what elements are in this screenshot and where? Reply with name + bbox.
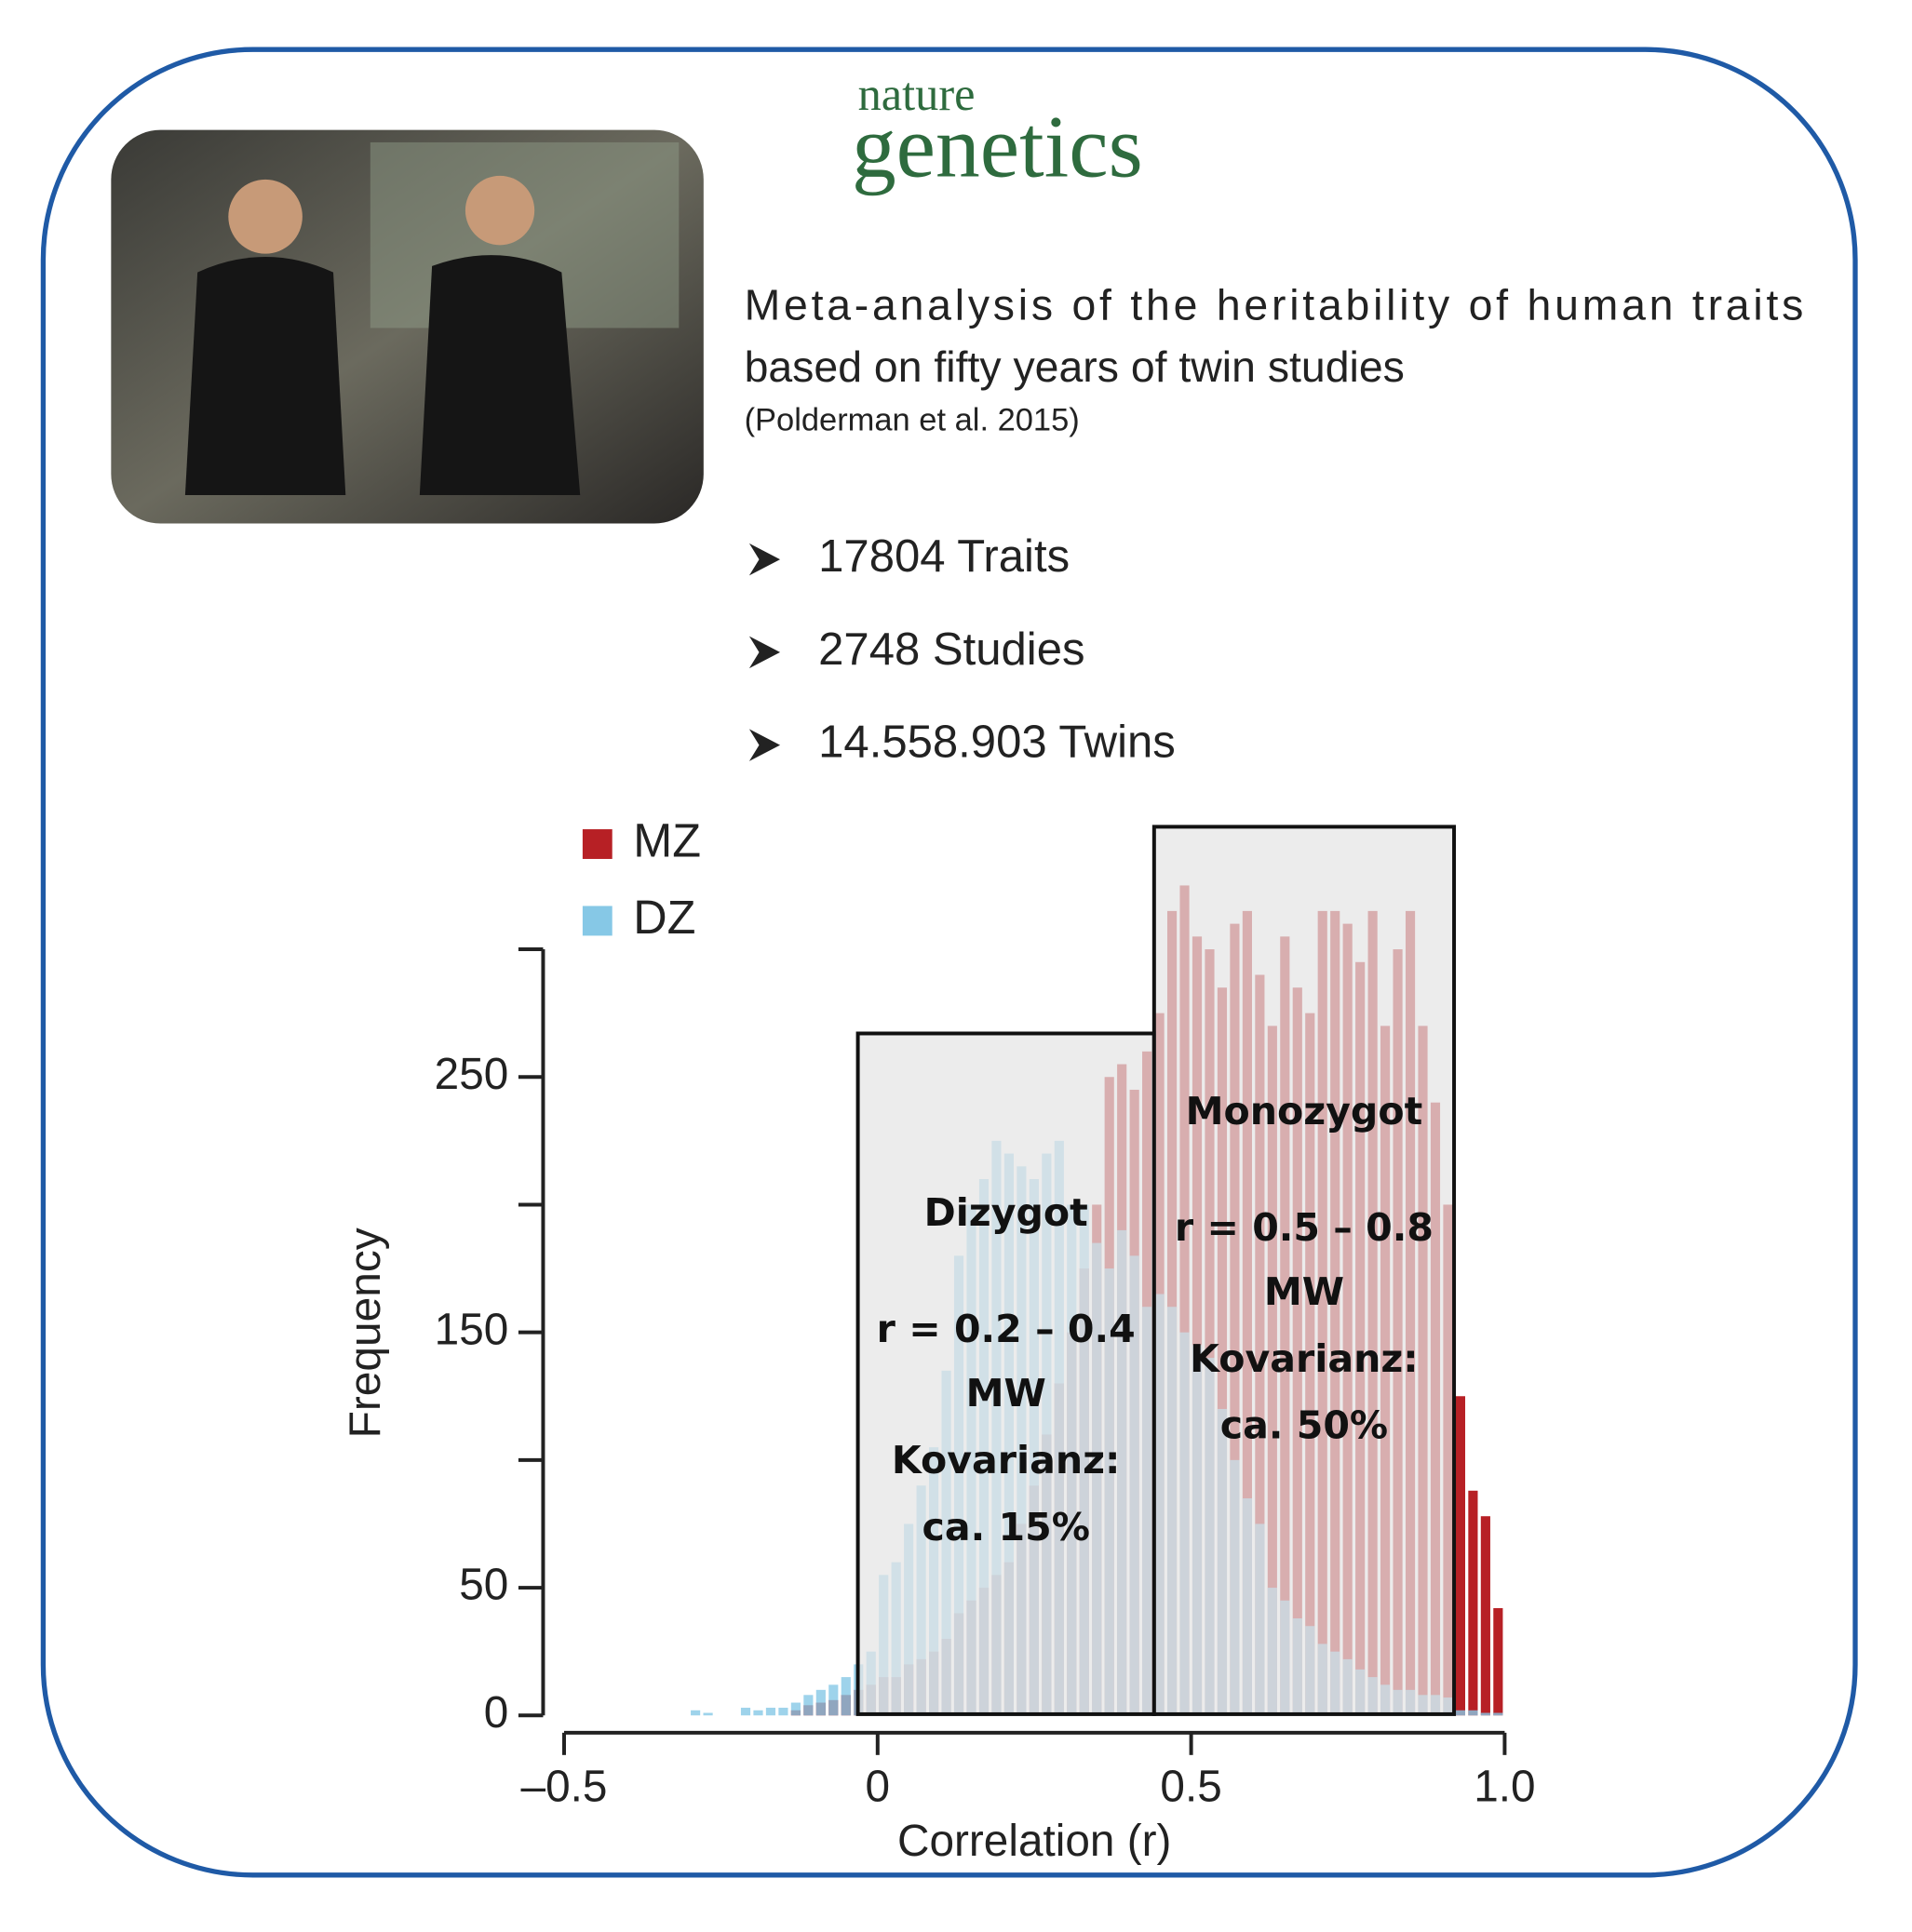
bar xyxy=(1455,1396,1466,1716)
bullet-arrow xyxy=(748,636,781,669)
annotation-text: ca. 50% xyxy=(1220,1403,1388,1448)
bar xyxy=(841,1677,851,1716)
photo xyxy=(111,129,704,524)
bar xyxy=(1493,1712,1503,1716)
x-tick-label: –0.5 xyxy=(521,1763,608,1812)
x-tick-label: 0 xyxy=(866,1763,891,1812)
legend-swatch xyxy=(582,829,613,859)
annotation-text: Monozygot xyxy=(1186,1089,1423,1134)
bar xyxy=(828,1684,839,1716)
y-tick-label: 150 xyxy=(435,1305,509,1354)
citation: (Polderman et al. 2015) xyxy=(745,403,1080,438)
bullet-text: 17804 Traits xyxy=(818,531,1070,582)
y-axis-label: Frequency xyxy=(341,1228,390,1438)
annotation-text: Kovarianz: xyxy=(892,1438,1121,1483)
bar xyxy=(753,1710,763,1716)
bullet-arrow xyxy=(748,543,781,576)
bar xyxy=(803,1695,814,1716)
bar xyxy=(1468,1490,1478,1716)
legend-swatch xyxy=(582,906,613,936)
annotation-text: Kovarianz: xyxy=(1190,1336,1419,1381)
x-axis-label: Correlation (r) xyxy=(897,1817,1171,1866)
bar xyxy=(1480,1712,1490,1716)
title-line: Meta-analysis of the heritability of hum… xyxy=(745,280,1804,329)
annotation-box xyxy=(855,1031,1156,1716)
bullet-arrow xyxy=(748,729,781,761)
bar xyxy=(1468,1710,1478,1716)
bar xyxy=(1493,1608,1503,1716)
bar xyxy=(703,1712,713,1716)
bar xyxy=(765,1708,776,1716)
annotation-text: MW xyxy=(966,1371,1046,1415)
bar xyxy=(778,1708,788,1716)
bar xyxy=(740,1708,751,1716)
annotation-text: Dizygot xyxy=(924,1190,1088,1235)
logo-bottom: genetics xyxy=(852,97,1143,195)
y-tick-label: 250 xyxy=(435,1050,509,1099)
y-tick-label: 50 xyxy=(459,1561,508,1610)
x-tick-label: 1.0 xyxy=(1474,1763,1535,1812)
annotation-box xyxy=(1151,825,1457,1716)
bar xyxy=(1455,1710,1466,1716)
title-line: based on fifty years of twin studies xyxy=(745,342,1405,391)
bar xyxy=(691,1710,701,1716)
logo-top: nature xyxy=(858,68,976,120)
y-tick-label: 0 xyxy=(484,1688,509,1737)
x-tick-label: 0.5 xyxy=(1160,1763,1221,1812)
bullet-text: 14.558.903 Twins xyxy=(818,718,1176,768)
legend-label: DZ xyxy=(633,891,695,944)
slide-border xyxy=(40,47,1858,1878)
bar xyxy=(815,1689,826,1716)
annotation-text: MW xyxy=(1264,1269,1344,1314)
bullet-text: 2748 Studies xyxy=(818,624,1084,675)
legend-label: MZ xyxy=(633,813,701,866)
annotation-text: r = 0.5 – 0.8 xyxy=(1175,1205,1434,1250)
annotation-text: ca. 15% xyxy=(922,1505,1090,1550)
annotation-text: r = 0.2 – 0.4 xyxy=(877,1307,1136,1351)
bar xyxy=(790,1702,801,1716)
bar xyxy=(1480,1516,1490,1716)
